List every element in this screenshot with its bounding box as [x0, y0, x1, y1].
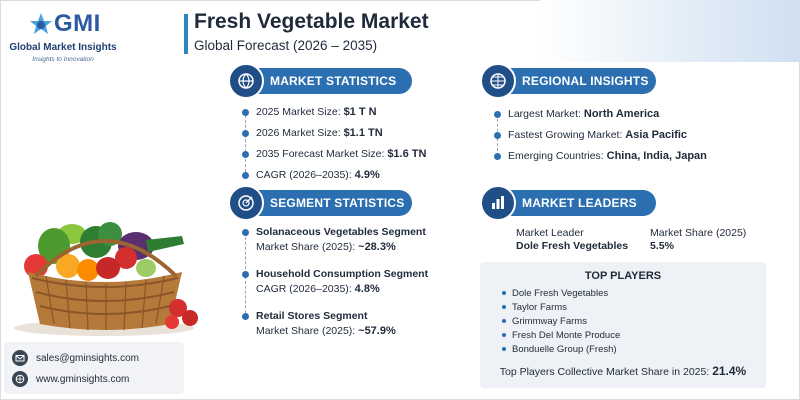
vegetable-basket-illustration — [14, 222, 198, 336]
stat-2025-size: 2025 Market Size: $1 T N — [242, 106, 426, 127]
regional-insights-heading: REGIONAL INSIGHTS — [480, 63, 656, 99]
web-icon — [12, 371, 28, 387]
stat-2035-forecast: 2035 Forecast Market Size: $1.6 TN — [242, 148, 426, 169]
segment-statistics-heading: SEGMENT STATISTICS — [228, 185, 412, 221]
player-item: Bonduelle Group (Fresh) — [502, 344, 617, 355]
player-item: Taylor Farms — [502, 302, 567, 313]
market-leader-value: Dole Fresh Vegetables — [516, 240, 629, 252]
header-background — [540, 0, 800, 62]
email-contact[interactable]: sales@gminsights.com — [12, 350, 139, 366]
stat-cagr: CAGR (2026–2035): 4.9% — [242, 169, 426, 190]
bar-chart-icon — [480, 185, 516, 221]
region-fastest: Fastest Growing Market: Asia Pacific — [494, 129, 707, 150]
segment-statistics-list: Solanaceous Vegetables Segment Market Sh… — [242, 226, 428, 352]
market-statistics-list: 2025 Market Size: $1 T N 2026 Market Siz… — [242, 106, 426, 190]
region-largest: Largest Market: North America — [494, 108, 707, 129]
market-leaders-heading: MARKET LEADERS — [480, 185, 656, 221]
market-statistics-connector — [245, 110, 246, 172]
segment-statistics-heading-text: SEGMENT STATISTICS — [270, 196, 405, 210]
segment-retail: Retail Stores Segment Market Share (2025… — [242, 310, 428, 352]
top-players-panel: TOP PLAYERS Dole Fresh Vegetables Taylor… — [480, 262, 766, 388]
regional-insights-list: Largest Market: North America Fastest Gr… — [494, 108, 707, 171]
contact-panel: sales@gminsights.com www.gminsights.com — [4, 342, 184, 394]
segment-solanaceous: Solanaceous Vegetables Segment Market Sh… — [242, 226, 428, 268]
page-title: Fresh Vegetable Market — [194, 10, 429, 33]
player-item: Grimmway Farms — [502, 316, 587, 327]
market-leaders-heading-text: MARKET LEADERS — [522, 196, 637, 210]
players-collective-share: Top Players Collective Market Share in 2… — [499, 364, 747, 378]
brand-name: Global Market Insights — [9, 42, 117, 53]
market-statistics-heading: MARKET STATISTICS — [228, 63, 412, 99]
regional-insights-heading-text: REGIONAL INSIGHTS — [522, 74, 649, 88]
logo-text: GMI — [54, 10, 101, 37]
top-players-heading: TOP PLAYERS — [584, 270, 662, 282]
website-text: www.gminsights.com — [36, 373, 130, 385]
market-share-value: 5.5% — [650, 240, 674, 252]
region-emerging: Emerging Countries: China, India, Japan — [494, 150, 707, 171]
title-accent-bar — [184, 14, 188, 54]
market-leader-label: Market Leader — [516, 227, 584, 239]
player-item: Fresh Del Monte Produce — [502, 330, 620, 341]
email-text: sales@gminsights.com — [36, 352, 139, 364]
brand-tagline: Insights to Innovation — [32, 56, 94, 63]
page-subtitle: Global Forecast (2026 – 2035) — [194, 38, 378, 53]
segment-household: Household Consumption Segment CAGR (2026… — [242, 268, 428, 310]
globe-icon — [480, 63, 516, 99]
mail-icon — [12, 350, 28, 366]
logo-mark-icon — [30, 13, 52, 34]
gmi-logo: GMI Global Market Insights Insights to I… — [8, 10, 118, 76]
website-contact[interactable]: www.gminsights.com — [12, 371, 129, 387]
market-statistics-heading-text: MARKET STATISTICS — [270, 74, 397, 88]
player-item: Dole Fresh Vegetables — [502, 288, 608, 299]
stat-2026-size: 2026 Market Size: $1.1 TN — [242, 127, 426, 148]
globe-chart-icon — [228, 63, 264, 99]
market-share-label: Market Share (2025) — [650, 227, 747, 239]
target-chart-icon — [228, 185, 264, 221]
